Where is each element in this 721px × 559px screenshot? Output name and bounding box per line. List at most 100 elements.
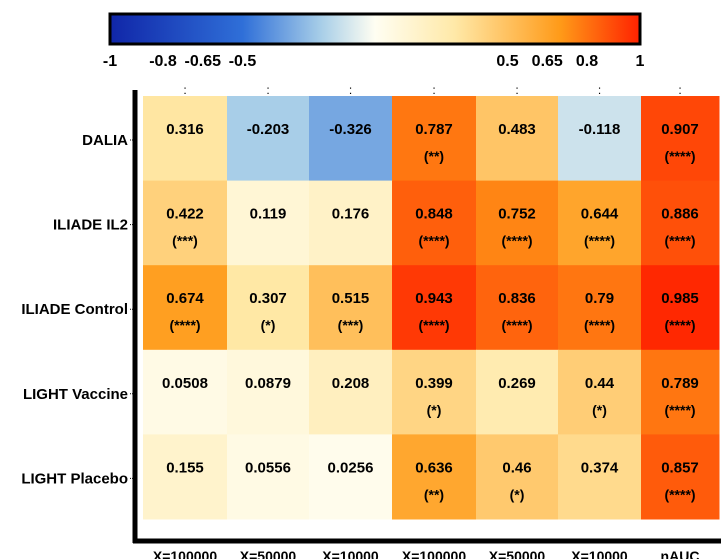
heatmap-cell <box>476 349 559 435</box>
cell-value-label: 0.79 <box>585 290 614 307</box>
cell-value-label: 0.208 <box>332 375 370 392</box>
heatmap-cell <box>476 434 559 520</box>
column-label: X=50000 <box>489 548 546 559</box>
cell-significance-label: (****) <box>501 317 532 333</box>
column-label: nAUC <box>661 548 700 559</box>
heatmap-cell <box>392 96 477 182</box>
heatmap-cell <box>641 96 720 182</box>
cell-value-label: 0.0508 <box>162 375 208 392</box>
colorbar-tick-label: 0.8 <box>576 53 598 70</box>
heatmap-cell <box>309 265 393 351</box>
column-label: X=100000 <box>153 548 217 559</box>
column-label: X=10000 <box>322 548 379 559</box>
colorbar-tick-label: 1 <box>636 53 645 70</box>
cell-significance-label: (****) <box>664 317 695 333</box>
top-tick-mark: : <box>678 83 681 97</box>
heatmap-cells: 0.316 -0.203 -0.326 0.787 (**) 0.483 -0.118 0.9… <box>143 96 720 520</box>
heatmap-cell <box>309 349 393 435</box>
heatmap-cell <box>227 265 310 351</box>
colorbar-tick-label: -0.65 <box>185 53 222 70</box>
cell-value-label: 0.176 <box>332 206 370 223</box>
heatmap-cell <box>558 349 642 435</box>
cell-value-label: 0.422 <box>166 206 204 223</box>
cell-value-label: 0.636 <box>415 459 453 476</box>
colorbar-rect <box>108 12 642 46</box>
heatmap-cell <box>558 96 642 182</box>
cell-significance-label: (****) <box>664 148 695 164</box>
heatmap-cell <box>143 265 228 351</box>
heatmap-cell <box>392 349 477 435</box>
cell-significance-label: (****) <box>664 402 695 418</box>
cell-significance-label: (****) <box>664 486 695 502</box>
cell-value-label: 0.644 <box>581 206 619 223</box>
heatmap-cell <box>227 96 310 182</box>
cell-significance-label: (***) <box>338 317 364 333</box>
top-tick-mark: : <box>515 83 518 97</box>
cell-significance-label: (****) <box>584 233 615 249</box>
cell-significance-label: (**) <box>424 148 444 164</box>
cell-value-label: 0.316 <box>166 121 204 138</box>
heatmap-cell <box>309 96 393 182</box>
heatmap-cell <box>641 265 720 351</box>
column-label: X=100000 <box>402 548 466 559</box>
heatmap-cell <box>227 349 310 435</box>
row-label: DALIA <box>82 132 128 149</box>
row-label: LIGHT Placebo <box>21 470 128 487</box>
column-label: X=10000 <box>571 548 628 559</box>
cell-value-label: 0.269 <box>498 375 536 392</box>
cell-value-label: 0.836 <box>498 290 536 307</box>
cell-value-label: 0.943 <box>415 290 453 307</box>
cell-value-label: 0.155 <box>166 459 204 476</box>
cell-value-label: 0.674 <box>166 290 204 307</box>
heatmap-cell <box>143 349 228 435</box>
cell-significance-label: (*) <box>510 486 525 502</box>
cell-value-label: 0.848 <box>415 206 453 223</box>
cell-value-label: 0.515 <box>332 290 370 307</box>
heatmap-cell <box>641 349 720 435</box>
colorbar-tick-label: -0.8 <box>149 53 177 70</box>
heatmap-cell <box>143 96 228 182</box>
row-label: ILIADE IL2 <box>53 217 128 234</box>
heatmap-cell <box>227 180 310 266</box>
cell-value-label: 0.0879 <box>245 375 291 392</box>
top-tick-mark: : <box>266 83 269 97</box>
heatmap-cell <box>309 180 393 266</box>
heatmap-cell <box>558 265 642 351</box>
cell-significance-label: (****) <box>418 317 449 333</box>
cell-value-label: 0.0556 <box>245 459 291 476</box>
heatmap-cell <box>476 265 559 351</box>
cell-value-label: 0.0256 <box>328 459 374 476</box>
colorbar-tick-label: -1 <box>103 53 117 70</box>
cell-significance-label: (***) <box>172 233 198 249</box>
cell-value-label: 0.886 <box>661 206 699 223</box>
colorbar-tick-label: 0.65 <box>532 53 563 70</box>
cell-significance-label: (****) <box>501 233 532 249</box>
heatmap-cell <box>392 180 477 266</box>
heatmap-cell <box>476 96 559 182</box>
cell-value-label: 0.44 <box>585 375 615 392</box>
cell-value-label: -0.118 <box>579 121 621 138</box>
cell-value-label: 0.985 <box>661 290 699 307</box>
cell-value-label: 0.307 <box>249 290 287 307</box>
heatmap-cell <box>641 180 720 266</box>
heatmap-cell <box>227 434 310 520</box>
cell-value-label: 0.857 <box>661 459 699 476</box>
cell-value-label: 0.787 <box>415 121 453 138</box>
cell-value-label: 0.399 <box>415 375 453 392</box>
cell-value-label: 0.119 <box>250 206 287 223</box>
cell-significance-label: (****) <box>664 233 695 249</box>
top-tick-mark: : <box>432 83 435 97</box>
cell-value-label: 0.46 <box>502 459 531 476</box>
colorbar: -1 -0.8 -0.65 -0.5 0.5 0.65 0.8 1 <box>103 12 645 70</box>
top-tick-mark: : <box>349 83 352 97</box>
cell-value-label: 0.789 <box>661 375 699 392</box>
cell-value-label: 0.374 <box>581 459 619 476</box>
column-label: X=50000 <box>240 548 297 559</box>
heatmap-cell <box>641 434 720 520</box>
top-tick-mark: : <box>183 83 186 97</box>
row-label: LIGHT Vaccine <box>23 386 128 403</box>
colorbar-tick-label: -0.5 <box>229 53 257 70</box>
cell-value-label: -0.203 <box>247 121 290 138</box>
cell-significance-label: (****) <box>169 317 200 333</box>
